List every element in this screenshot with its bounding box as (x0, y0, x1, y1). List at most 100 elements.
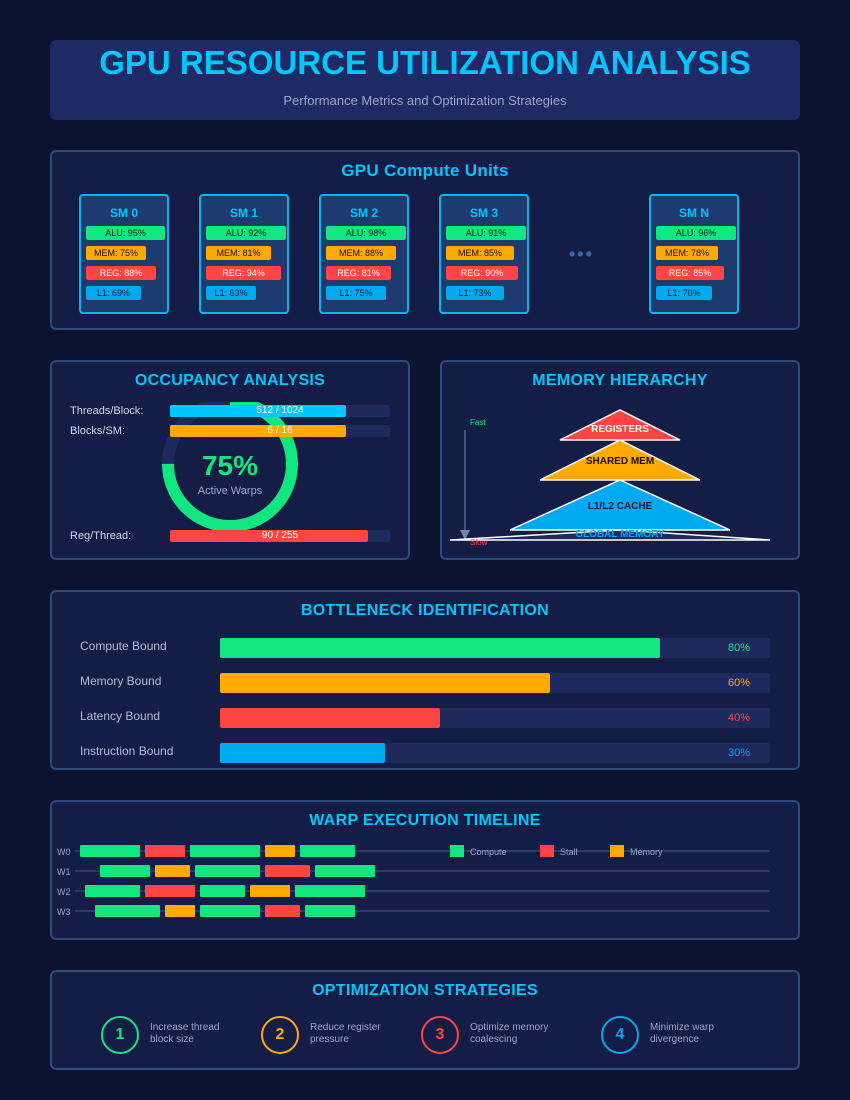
warp-segment-memory (265, 845, 295, 857)
more-units-ellipsis: ••• (569, 244, 594, 264)
latency-bound-value: 40% (727, 712, 750, 724)
optimization-panel: OPTIMIZATION STRATEGIES (50, 970, 800, 1070)
sm-reg-bar: REG: 90% (446, 266, 518, 280)
warp-segment-compute (200, 905, 260, 917)
bottleneck-title: BOTTLENECK IDENTIFICATION (300, 602, 550, 619)
occupancy-title: OCCUPANCY ANALYSIS (134, 372, 326, 389)
sm-title: SM 1 (229, 206, 258, 220)
latency-bound-bar: 40% (220, 708, 770, 728)
registers-label: REGISTERS (591, 424, 649, 435)
instruction-bound-fill (220, 743, 385, 763)
warp-segment-memory (165, 905, 195, 917)
sm-l1-bar: L1: 63% (206, 286, 256, 300)
active-warps-gauge (162, 402, 298, 532)
sm-l1-bar: L1: 70% (656, 286, 712, 300)
warp-segment-stall (145, 845, 185, 857)
legend-compute-label: Compute (470, 847, 507, 857)
warp-segment-compute (295, 885, 365, 897)
sm-card-1[interactable]: SM 1 ALU: 92% MEM: 81% REG: 94% L1: 63% (199, 194, 289, 314)
gauge-fill (162, 402, 298, 532)
fast-label: Fast (470, 418, 486, 427)
sm-title: SM 0 (109, 206, 138, 220)
sm-alu-bar: ALU: 95% (86, 226, 165, 240)
sm-card-3[interactable]: SM 3 ALU: 91% MEM: 85% REG: 90% L1: 73% (439, 194, 529, 314)
legend-stall-label: Stall (560, 847, 578, 857)
compute-bound-value: 80% (727, 642, 750, 654)
shared-mem-label: SHARED MEM (585, 456, 655, 467)
blocks-sm-value: 6 / 16 (267, 425, 293, 436)
registers-level (559, 409, 681, 441)
memory-bound-label: Memory Bound (80, 674, 162, 688)
legend-memory-label: Memory (630, 847, 663, 857)
warp-line-w1 (75, 870, 770, 872)
sm-mem-bar: MEM: 78% (656, 246, 718, 260)
sm-l1-bar: L1: 69% (86, 286, 141, 300)
sm-alu-bar: ALU: 91% (446, 226, 526, 240)
warp-segment-compute (200, 885, 245, 897)
warp-segment-compute (195, 865, 260, 877)
sm-title: SM N (679, 206, 709, 220)
strategy-4-badge: 4 (601, 1016, 639, 1054)
warp-line-w0 (75, 850, 770, 852)
instruction-bound-bar: 30% (220, 743, 770, 763)
blocks-sm-fill (170, 425, 346, 437)
instruction-bound-label: Instruction Bound (80, 744, 174, 758)
sm-alu-bar: ALU: 98% (326, 226, 406, 240)
latency-bound-label: Latency Bound (80, 709, 161, 723)
instruction-bound-value: 30% (727, 747, 750, 759)
strategy-3-badge: 3 (421, 1016, 459, 1054)
page-subtitle: Performance Metrics and Optimization Str… (283, 93, 567, 108)
strategy-4-text: Minimize warp divergence (650, 1022, 714, 1045)
warp-segment-compute (300, 845, 355, 857)
sm-title: SM 3 (469, 206, 498, 220)
legend-memory-swatch (610, 845, 624, 857)
warp-label-w3: W3 (57, 907, 71, 917)
warp-segment-compute (305, 905, 355, 917)
strategy-1-badge: 1 (101, 1016, 139, 1054)
warp-segment-memory (250, 885, 290, 897)
blocks-sm-label: Blocks/SM: (70, 425, 126, 437)
warp-segment-compute (95, 905, 160, 917)
reg-thread-fill (170, 530, 368, 542)
page-title: GPU RESOURCE UTILIZATION ANALYSIS (99, 44, 751, 81)
threads-block-value: 512 / 1024 (256, 405, 304, 416)
memory-bound-bar: 60% (220, 673, 770, 693)
reg-thread-value: 90 / 255 (261, 530, 299, 541)
warp-segment-compute (80, 845, 140, 857)
memory-bound-value: 60% (727, 677, 750, 689)
global-memory-label: GLOBAL MEMORY (575, 529, 665, 540)
sm-card-2[interactable]: SM 2 ALU: 98% MEM: 88% REG: 81% L1: 75% (319, 194, 409, 314)
memory-bound-fill (220, 673, 550, 693)
cache-level (509, 479, 731, 531)
reg-thread-bar: 90 / 255 (170, 530, 390, 542)
sm-card-0[interactable]: SM 0 ALU: 95% MEM: 75% REG: 88% L1: 69% (79, 194, 169, 314)
memory-hierarchy-title: MEMORY HIERARCHY (532, 372, 708, 389)
latency-bound-fill (220, 708, 440, 728)
warp-segment-stall (145, 885, 195, 897)
warp-label-w1: W1 (57, 867, 71, 877)
blocks-sm-bar: 6 / 16 (170, 425, 390, 437)
sm-mem-bar: MEM: 88% (326, 246, 396, 260)
sm-l1-bar: L1: 73% (446, 286, 504, 300)
strategy-3-text: Optimize memory coalescing (470, 1022, 549, 1045)
warp-label-w0: W0 (57, 847, 71, 857)
threads-block-label: Threads/Block: (70, 405, 144, 417)
warp-timeline-title: WARP EXECUTION TIMELINE (309, 812, 541, 829)
speed-arrow-head (460, 530, 470, 540)
legend-stall-swatch (540, 845, 554, 857)
sm-mem-bar: MEM: 75% (86, 246, 146, 260)
sm-mem-bar: MEM: 85% (446, 246, 514, 260)
sm-reg-bar: REG: 81% (326, 266, 391, 280)
warp-segment-compute (315, 865, 375, 877)
sm-reg-bar: REG: 88% (86, 266, 156, 280)
memory-pyramid (449, 409, 771, 541)
sm-l1-bar: L1: 75% (326, 286, 386, 300)
warp-segment-stall (265, 905, 300, 917)
reg-thread-label: Reg/Thread: (70, 530, 132, 542)
sm-card-n[interactable]: SM N ALU: 96% MEM: 78% REG: 85% L1: 70% (649, 194, 739, 314)
strategy-2-text: Reduce register pressure (310, 1022, 381, 1045)
sm-title: SM 2 (349, 206, 378, 220)
warp-segment-stall (265, 865, 310, 877)
warp-line-w2 (75, 890, 770, 892)
sm-reg-bar: REG: 85% (656, 266, 724, 280)
